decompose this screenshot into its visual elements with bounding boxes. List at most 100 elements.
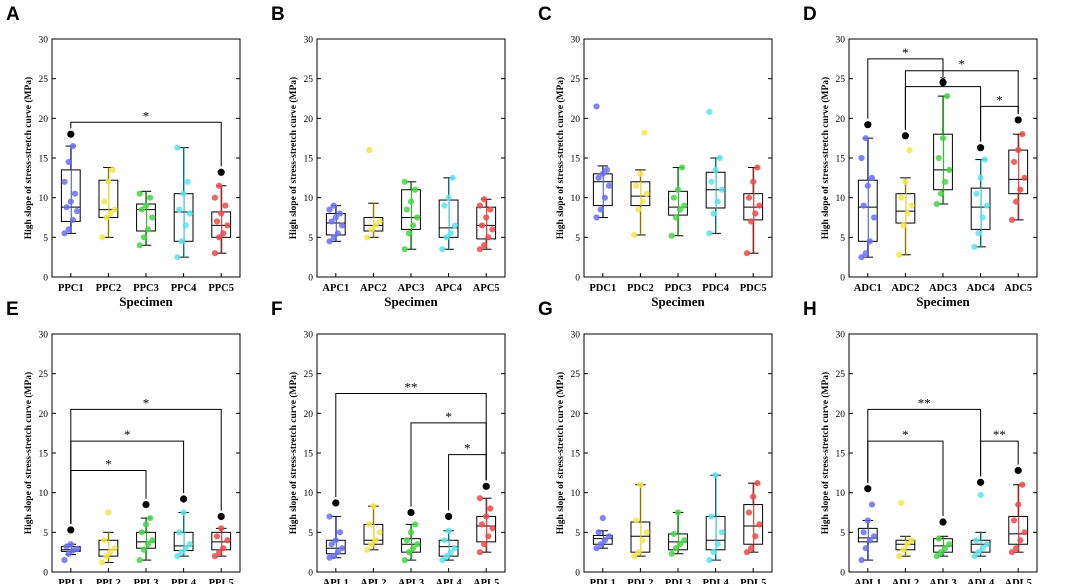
x-tick-label: ADL2 — [892, 578, 919, 584]
outlier-point — [142, 500, 150, 509]
data-point — [439, 557, 446, 564]
data-point — [601, 194, 608, 201]
y-axis-label: High slope of stress-stretch curve (MPa) — [288, 372, 299, 534]
data-point — [858, 557, 865, 564]
data-point — [941, 178, 949, 185]
data-point — [105, 509, 112, 516]
significance-bracket: * — [867, 45, 944, 119]
data-point — [441, 202, 448, 209]
significance-bracket: * — [867, 427, 944, 517]
significance-bracket: * — [70, 427, 185, 524]
data-point — [368, 226, 375, 233]
data-point — [213, 533, 221, 540]
data-point — [868, 174, 876, 181]
bracket-line — [867, 440, 944, 517]
y-tick-label: 5 — [43, 234, 48, 244]
data-point — [218, 525, 225, 532]
data-point — [754, 164, 761, 171]
significance-bracket: * — [70, 456, 147, 524]
data-point — [489, 525, 496, 532]
y-tick-label: 15 — [304, 450, 314, 460]
significance-label: * — [959, 57, 966, 72]
data-point — [858, 254, 865, 261]
panel-label: F — [271, 299, 283, 320]
data-point — [595, 174, 602, 181]
outlier-point — [939, 79, 947, 87]
data-point — [635, 549, 642, 556]
data-point — [983, 202, 990, 209]
data-point — [971, 553, 978, 560]
data-point — [674, 509, 682, 516]
data-point — [366, 146, 373, 154]
data-point — [449, 174, 456, 181]
data-point — [334, 230, 341, 237]
data-point — [366, 521, 373, 528]
x-tick-label: PPC2 — [96, 283, 122, 294]
data-point — [176, 206, 183, 213]
data-point — [750, 493, 757, 500]
data-point — [977, 491, 984, 499]
y-tick-label: 15 — [304, 155, 314, 165]
significance-label: ** — [993, 427, 1006, 442]
data-point — [977, 174, 984, 181]
data-point — [745, 509, 753, 516]
x-axis-label: Specimen — [916, 294, 970, 309]
data-point — [224, 222, 231, 229]
data-point — [186, 541, 193, 548]
x-tick-label: ADC5 — [1004, 283, 1032, 294]
data-point — [65, 158, 72, 166]
significance-label: * — [940, 73, 947, 88]
box-PPC3 — [136, 190, 156, 249]
data-point — [326, 238, 333, 245]
data-point — [971, 243, 978, 250]
outlier-point — [939, 518, 947, 526]
data-point — [211, 553, 219, 560]
data-point — [1008, 216, 1016, 223]
data-point — [896, 553, 903, 560]
panel-A: A 0 5 10 15 20 25 30 High slope of stress-stretc… — [6, 4, 241, 309]
y-tick-label: 25 — [304, 75, 314, 85]
outlier-point — [977, 144, 985, 152]
data-point — [599, 514, 606, 522]
y-tick-label: 0 — [308, 274, 313, 284]
data-point — [681, 202, 688, 209]
data-point — [144, 541, 152, 548]
data-point — [979, 214, 986, 221]
y-tick-label: 25 — [304, 370, 314, 380]
significance-label: * — [105, 456, 112, 471]
data-point — [138, 529, 145, 536]
data-point — [635, 206, 642, 213]
x-tick-label: APC5 — [473, 283, 500, 294]
data-point — [752, 533, 759, 540]
significance-label: ** — [918, 395, 931, 410]
data-point — [487, 505, 494, 512]
x-tick-label: PDC4 — [702, 283, 730, 294]
data-point — [109, 166, 116, 173]
box-PDL1 — [592, 514, 613, 552]
box-ADC5 — [1008, 116, 1029, 223]
data-point — [99, 559, 106, 566]
y-axis-label: High slope of stress-stretch curve (MPa) — [555, 77, 566, 239]
y-tick-label: 25 — [571, 75, 581, 85]
outlier-point — [407, 508, 415, 517]
data-point — [908, 202, 915, 209]
y-tick-label: 30 — [836, 331, 846, 341]
significance-label: * — [143, 395, 150, 410]
outlier-point — [67, 526, 75, 534]
panel-label: G — [538, 299, 553, 320]
data-point — [180, 509, 187, 516]
y-tick-label: 0 — [840, 274, 845, 284]
data-point — [752, 210, 759, 217]
data-point — [904, 210, 911, 217]
data-point — [334, 549, 341, 556]
data-point — [330, 234, 337, 241]
data-point — [714, 541, 721, 548]
significance-label: * — [996, 92, 1003, 107]
data-point — [330, 553, 337, 560]
panel-F: F 0 5 10 15 20 25 30 High slope of stress-stretc… — [271, 299, 506, 584]
x-tick-label: PPL2 — [96, 578, 121, 584]
box-PPC1 — [60, 130, 81, 237]
data-point — [633, 517, 640, 524]
data-point — [439, 246, 446, 253]
x-tick-label: PDL3 — [665, 578, 691, 584]
